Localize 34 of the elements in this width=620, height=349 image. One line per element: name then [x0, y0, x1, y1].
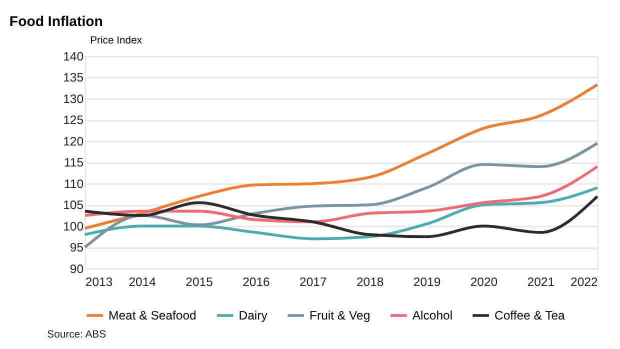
y-tick-label: 135: [63, 70, 84, 85]
legend-label: Coffee & Tea: [494, 308, 566, 322]
y-tick-label: 115: [64, 156, 84, 170]
line-series: [84, 194, 599, 238]
y-tick-label: 105: [63, 198, 84, 212]
y-tick-label: 95: [70, 240, 84, 255]
x-tick-label: 2013: [85, 274, 113, 289]
x-tick-label: 2017: [300, 274, 327, 289]
x-tick-label: 2020: [470, 274, 498, 289]
y-tick-label: 140: [63, 49, 84, 64]
y-tick-label: 90: [70, 262, 84, 276]
y-tick-label: 130: [63, 92, 84, 106]
x-tick-label: 2015: [186, 274, 214, 289]
x-tick-label: 2018: [356, 274, 384, 289]
line-series: [84, 186, 599, 240]
x-tick-label: 2016: [242, 274, 270, 289]
chart-title: Food Inflation: [9, 13, 103, 30]
x-tick-label: 2022: [570, 274, 598, 289]
x-tick-label: 2021: [527, 274, 555, 289]
x-tick-label: 2014: [128, 274, 156, 289]
y-axis-title: Price Index: [90, 35, 143, 46]
legend-label: Dairy: [238, 308, 268, 322]
legend-label: Meat & Seafood: [108, 308, 197, 322]
x-tick-label: 2019: [413, 274, 441, 289]
y-tick-label: 125: [63, 113, 84, 128]
y-tick-label: 110: [64, 176, 84, 191]
line-series: [84, 83, 599, 230]
legend-label: Fruit & Veg: [310, 308, 370, 322]
source-note: Source: ABS: [47, 329, 106, 340]
line-series: [84, 165, 599, 224]
y-tick-label: 120: [63, 134, 84, 148]
legend-label: Alcohol: [412, 308, 453, 322]
y-tick-label: 100: [63, 219, 84, 234]
line-series: [84, 142, 599, 249]
